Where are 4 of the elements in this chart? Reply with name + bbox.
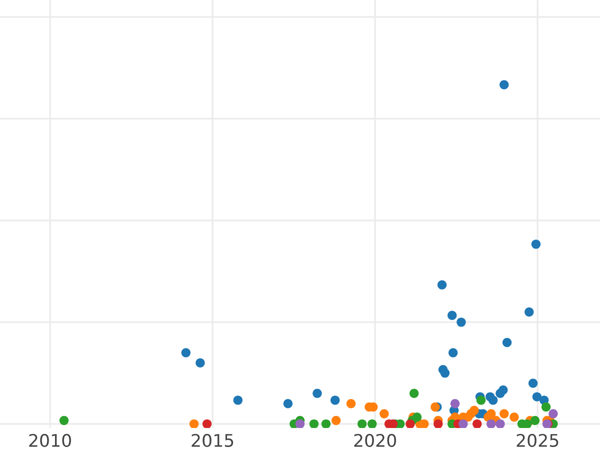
x-tick-label: 2025 (516, 434, 558, 447)
x-tick-label: 2010 (29, 434, 71, 447)
x-tick-label: 2015 (192, 434, 234, 447)
x-tick-label: 2020 (354, 434, 396, 447)
